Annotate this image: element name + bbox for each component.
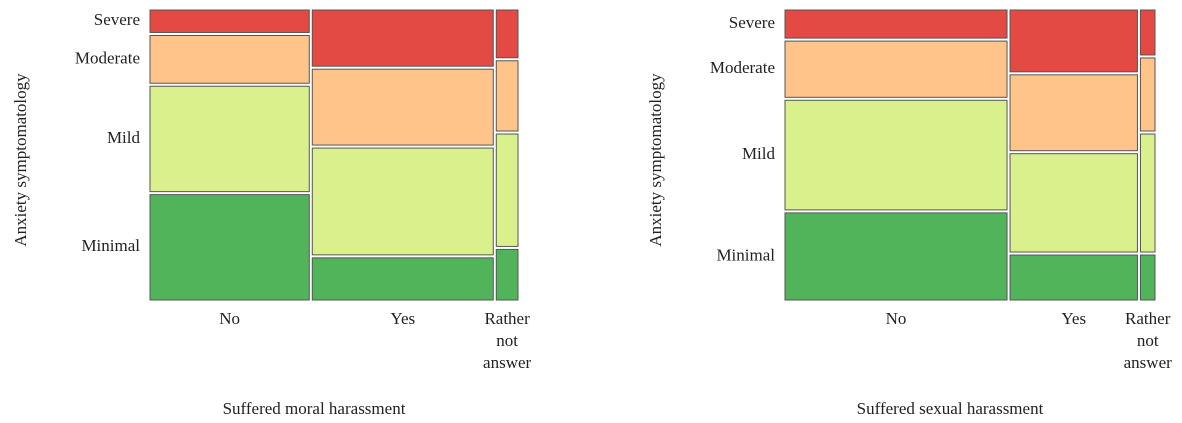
mosaic-tile — [1009, 153, 1138, 253]
x-tick-label: No — [219, 309, 241, 328]
mosaic-tile — [784, 212, 1008, 301]
y-tick-label: Minimal — [81, 236, 140, 255]
x-tick-label: Yes — [390, 309, 416, 328]
x-tick-label: Rather not answer — [483, 309, 532, 372]
mosaic-tile — [149, 9, 310, 33]
x-tick-label: Yes — [1061, 309, 1087, 328]
x-axis-title: Suffered sexual harassment — [857, 399, 1044, 418]
mosaic-tile — [311, 9, 494, 67]
mosaic-tile — [1009, 254, 1138, 301]
x-axis-title: Suffered moral harassment — [223, 399, 406, 418]
x-tick-label: Rather not answer — [1123, 309, 1172, 372]
mosaic-tile — [495, 248, 519, 301]
mosaic-tile — [495, 9, 519, 59]
mosaic-tile — [495, 133, 519, 247]
mosaic-tile — [1009, 74, 1138, 152]
mosaic-tile — [149, 194, 310, 301]
y-axis-title: Anxiety symptomatology — [11, 73, 30, 247]
mosaic-tile — [1009, 9, 1138, 73]
y-tick-label: Moderate — [75, 48, 140, 67]
y-tick-label: Mild — [107, 128, 141, 147]
mosaic-tile — [784, 99, 1008, 211]
mosaic-tile — [1139, 254, 1156, 301]
mosaic-tile — [149, 34, 310, 84]
mosaic-tile — [311, 147, 494, 256]
mosaic-tile — [784, 9, 1008, 39]
mosaic-tile — [784, 40, 1008, 98]
y-tick-label: Severe — [94, 10, 140, 29]
mosaic-tile — [149, 85, 310, 193]
mosaic-tile — [311, 257, 494, 301]
mosaic-tile — [1139, 9, 1156, 56]
y-tick-label: Moderate — [710, 58, 775, 77]
y-tick-label: Mild — [742, 144, 776, 163]
y-tick-label: Severe — [729, 13, 775, 32]
x-tick-label: No — [885, 309, 907, 328]
mosaic-tile — [1139, 57, 1156, 132]
y-axis-title: Anxiety symptomatology — [646, 73, 665, 247]
mosaic-tile — [495, 60, 519, 132]
mosaic-tile — [1139, 133, 1156, 253]
y-tick-label: Minimal — [716, 245, 775, 264]
mosaic-tile — [311, 68, 494, 146]
